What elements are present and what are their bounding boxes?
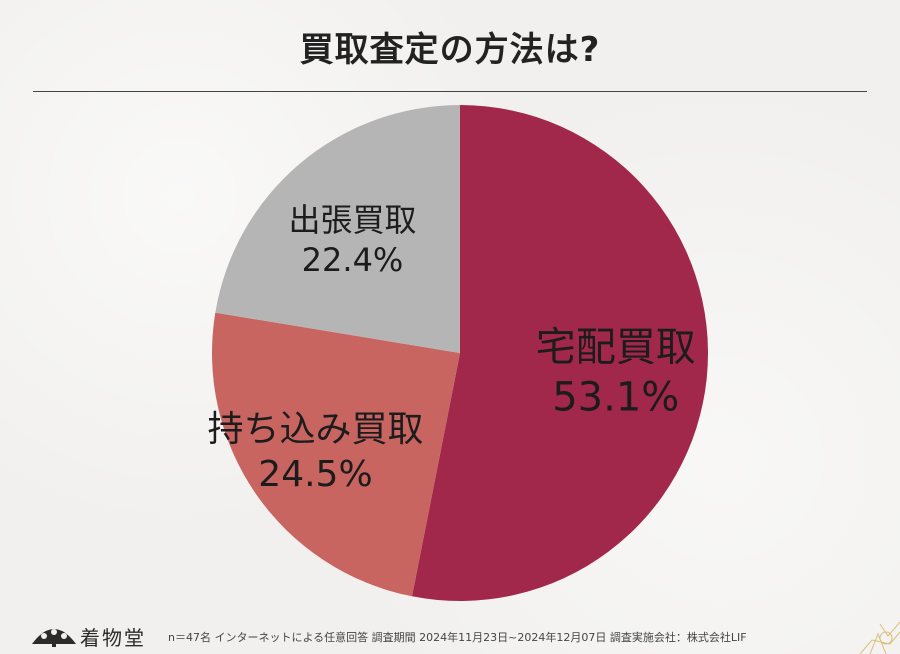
page-title: 買取査定の方法は? <box>299 30 601 70</box>
floral-corner-icon <box>859 621 900 654</box>
pie-slices <box>212 105 709 601</box>
footer: 着物堂 n＝47名 インターネットによる任意回答 調査期間 2024年11月23… <box>0 614 900 654</box>
slice-label: 宅配買取 <box>536 324 696 370</box>
pie-slice <box>212 312 460 597</box>
pie-slice <box>215 105 460 353</box>
slice-value-label: 53.1% <box>552 374 679 420</box>
fan-logo-icon <box>32 629 76 647</box>
survey-note: n＝47名 インターネットによる任意回答 調査期間 2024年11月23日~20… <box>168 631 747 644</box>
title-divider <box>33 91 867 92</box>
pie-slice <box>411 105 709 601</box>
brand-name: 着物堂 <box>80 626 146 650</box>
slice-value-label: 22.4% <box>302 241 404 279</box>
slice-label: 出張買取 <box>289 201 417 239</box>
slice-label: 持ち込み買取 <box>207 409 423 450</box>
slice-value-label: 24.5% <box>258 454 372 495</box>
